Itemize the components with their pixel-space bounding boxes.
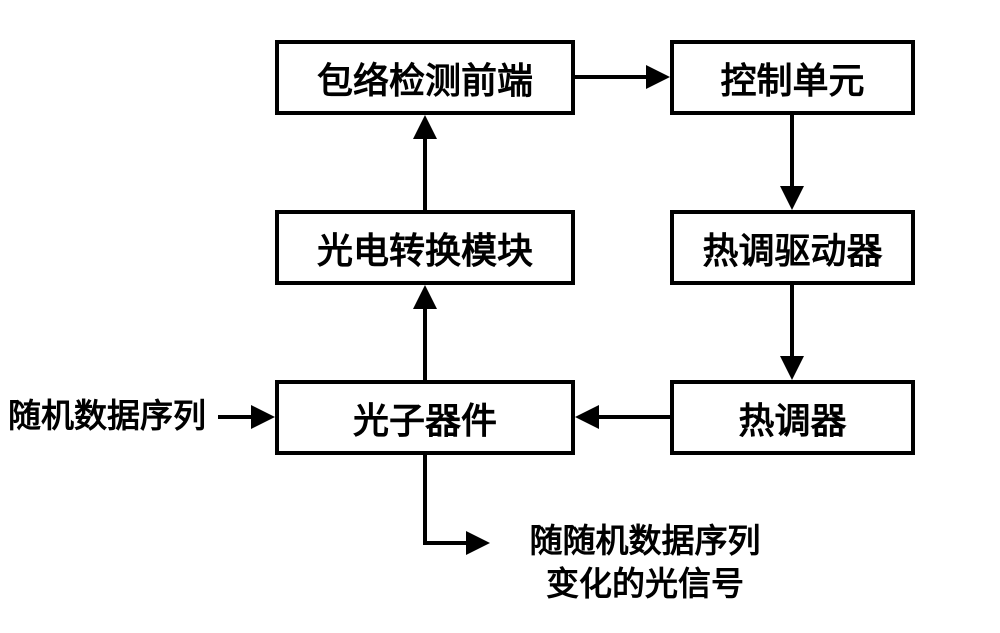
node-label: 光子器件 (353, 392, 497, 444)
node-optoelectronic: 光电转换模块 (275, 210, 575, 285)
node-thermal-driver: 热调驱动器 (670, 210, 915, 285)
node-label: 光电转换模块 (317, 222, 533, 274)
node-label: 热调驱动器 (702, 222, 882, 274)
node-photonic-device: 光子器件 (275, 380, 575, 455)
output-label: 随随机数据序列 变化的光信号 (495, 520, 795, 606)
node-label: 热调器 (738, 392, 846, 444)
input-label: 随机数据序列 (8, 395, 238, 438)
edge (425, 455, 486, 543)
node-control-unit: 控制单元 (670, 40, 915, 115)
node-envelope-detection: 包络检测前端 (275, 40, 575, 115)
node-label: 包络检测前端 (317, 52, 533, 104)
node-thermal-tuner: 热调器 (670, 380, 915, 455)
node-label: 控制单元 (720, 52, 864, 104)
